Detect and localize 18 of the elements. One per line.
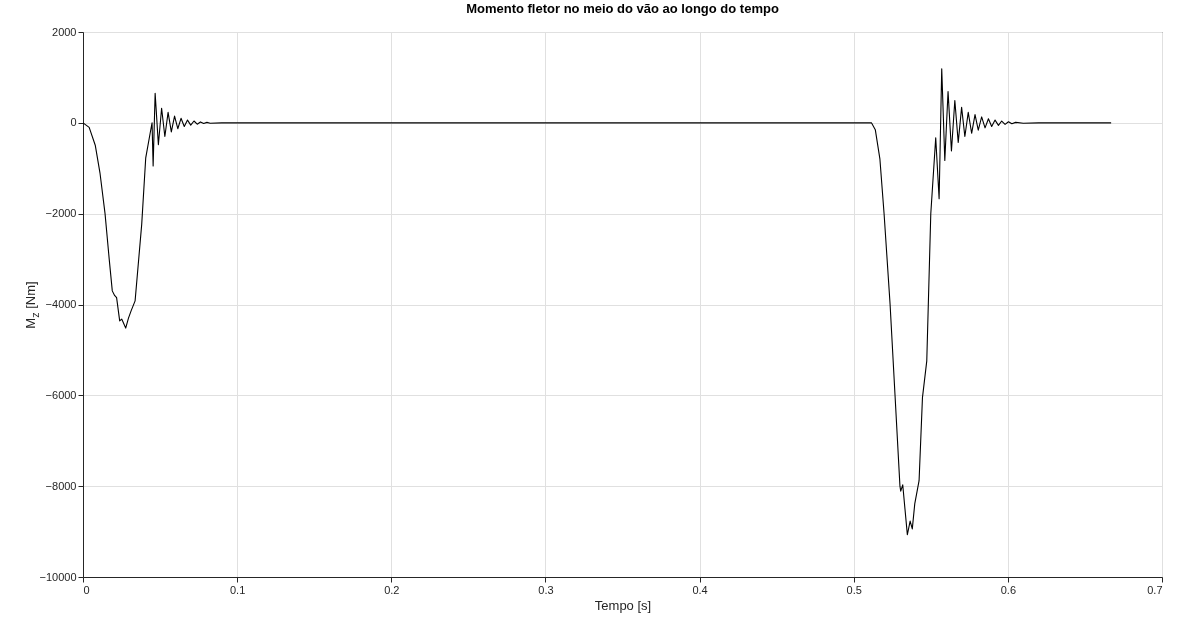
y-tick-label: −2000 — [45, 207, 77, 220]
y-tick-label: 2000 — [52, 25, 77, 38]
x-tick-label: 0.1 — [229, 583, 246, 596]
y-tick-label: 0 — [70, 116, 77, 129]
x-axis-title: Tempo [s] — [594, 597, 652, 613]
y-tick-label: −8000 — [45, 479, 77, 492]
x-tick-label: 0.2 — [384, 583, 400, 596]
line-series — [83, 68, 1112, 536]
x-tick-label: 0.3 — [538, 583, 554, 596]
y-tick-label: −6000 — [45, 388, 77, 401]
y-tick-label: −10000 — [39, 570, 77, 583]
chart-title: Momento fletor no meio do vão ao longo do tempo — [466, 1, 779, 16]
x-tick-label: 0.5 — [846, 583, 862, 596]
x-tick-label: 0.6 — [1000, 583, 1017, 596]
y-tick-label: −4000 — [45, 298, 77, 310]
x-tick-label: 0.4 — [692, 583, 708, 596]
x-tick-label: 0 — [83, 583, 90, 596]
x-tick-label: 0.7 — [1147, 583, 1163, 596]
